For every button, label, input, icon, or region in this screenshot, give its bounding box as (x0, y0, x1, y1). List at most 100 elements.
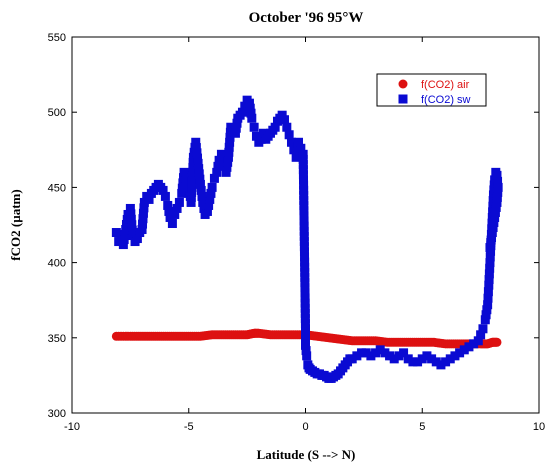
sw-point (170, 209, 180, 219)
sw-point (207, 182, 217, 192)
chart-title: October '96 95°W (249, 10, 364, 26)
sw-point (301, 324, 310, 334)
sw-point (298, 170, 308, 180)
sw-point (286, 137, 296, 147)
legend-air-marker (398, 79, 408, 89)
sw-point (394, 351, 404, 361)
sw-point (225, 137, 235, 147)
sw-point (270, 122, 280, 132)
sw-point (138, 219, 148, 229)
series-fco2-air (111, 328, 502, 349)
sw-point (299, 201, 309, 211)
sw-point (441, 357, 451, 367)
sw-point (137, 225, 147, 235)
sw-point (111, 228, 121, 238)
sw-point (299, 175, 309, 185)
sw-point (301, 346, 311, 356)
sw-point (194, 164, 204, 174)
sw-point (119, 235, 129, 245)
sw-point (139, 203, 149, 213)
sw-point (299, 231, 309, 241)
sw-point (212, 167, 222, 177)
sw-point (172, 203, 182, 213)
sw-point (380, 348, 390, 358)
sw-point (191, 143, 201, 153)
x-tick-label: -10 (64, 421, 80, 433)
sw-point (483, 293, 493, 303)
sw-point (121, 219, 131, 229)
y-tick-label: 350 (48, 333, 66, 345)
sw-point (246, 108, 256, 118)
sw-point (436, 360, 446, 370)
legend-sw-marker (398, 94, 408, 104)
sw-point (455, 348, 465, 358)
sw-point (195, 179, 205, 189)
sw-point (197, 191, 207, 201)
y-tick-label: 400 (48, 258, 66, 270)
sw-point (192, 148, 202, 158)
sw-point (223, 157, 233, 167)
sw-point (224, 147, 234, 157)
y-axis-label: fCO2 (µatm) (8, 189, 23, 260)
sw-point (138, 214, 148, 224)
sw-point (206, 188, 216, 198)
sw-point (300, 293, 310, 303)
sw-point (298, 149, 308, 159)
sw-point (160, 191, 170, 201)
sw-point (179, 167, 189, 177)
sw-point (126, 209, 136, 219)
sw-point (422, 351, 432, 361)
sw-point (488, 223, 498, 233)
sw-point (188, 167, 198, 177)
sw-point (300, 262, 310, 272)
sw-point (232, 118, 242, 128)
sw-point (445, 354, 455, 364)
sw-point (299, 242, 309, 252)
sw-point (299, 195, 309, 205)
sw-point (484, 269, 494, 279)
sw-point (490, 207, 500, 217)
y-axis: 300 350 400 450 500 550 (48, 32, 539, 420)
sw-point (385, 351, 395, 361)
sw-point (298, 154, 308, 164)
sw-point (352, 351, 362, 361)
sw-point (127, 220, 137, 230)
sw-point (300, 303, 310, 313)
sw-point (491, 202, 501, 212)
sw-point (469, 339, 479, 349)
sw-point (302, 351, 312, 361)
series-fco2-sw (111, 95, 503, 383)
sw-point (193, 158, 203, 168)
sw-point (299, 211, 309, 221)
sw-point (493, 182, 503, 192)
sw-point (225, 132, 235, 142)
sw-point (478, 324, 488, 334)
legend-sw-label: f(CO2) sw (421, 94, 471, 106)
sw-point (300, 252, 310, 262)
sw-point (493, 176, 503, 186)
sw-point (492, 192, 502, 202)
sw-point (284, 130, 294, 140)
sw-point (389, 354, 399, 364)
legend: f(CO2) air f(CO2) sw (376, 73, 487, 107)
x-tick-label: 10 (533, 421, 545, 433)
sw-point (282, 122, 292, 132)
x-axis-label: Latitude (S --> N) (257, 447, 356, 462)
sw-point (221, 167, 231, 177)
sw-point (483, 287, 493, 297)
y-tick-label: 450 (48, 182, 66, 194)
y-tick-label: 300 (48, 408, 66, 420)
y-tick-label: 550 (48, 32, 66, 44)
sw-point (249, 122, 259, 132)
sw-point (277, 110, 287, 120)
sw-point (371, 348, 381, 358)
sw-point (258, 128, 268, 138)
sw-point (484, 280, 494, 290)
sw-point (187, 177, 197, 187)
sw-point (481, 310, 491, 320)
sw-point (132, 234, 142, 244)
sw-point (120, 230, 130, 240)
sw-point (431, 357, 441, 367)
sw-point (256, 134, 266, 144)
sw-point (165, 212, 175, 222)
